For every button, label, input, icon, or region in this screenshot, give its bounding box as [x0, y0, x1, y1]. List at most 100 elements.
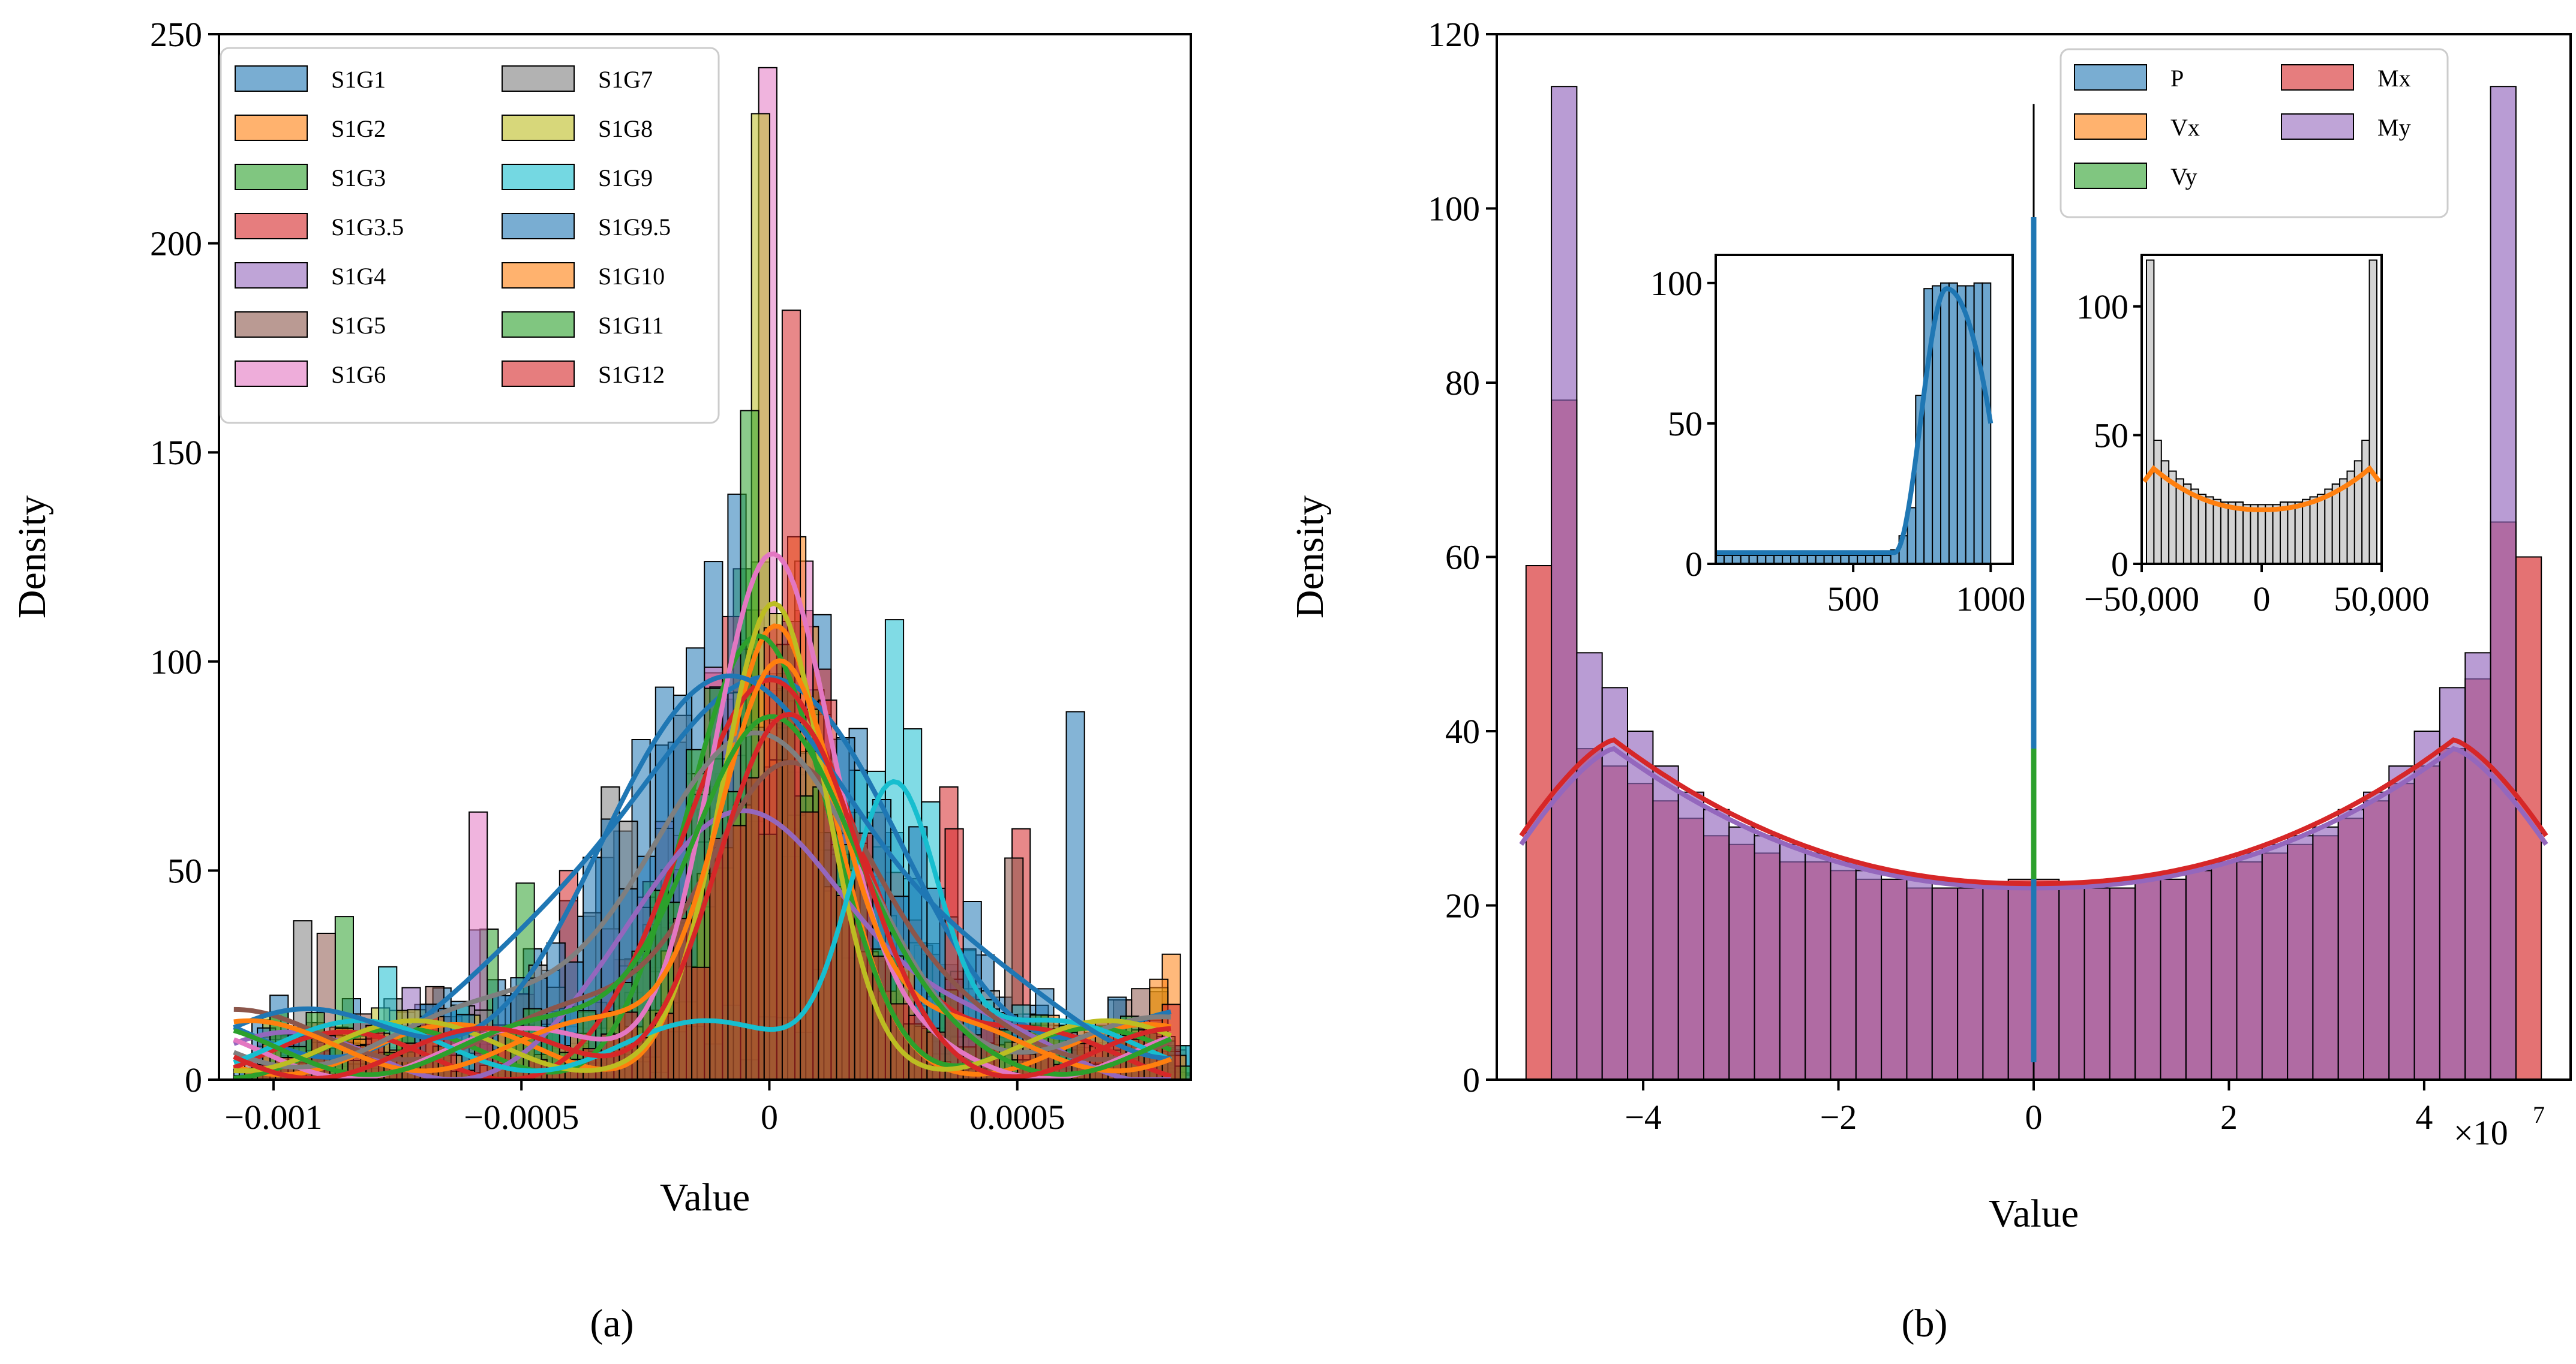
y-axis-label: Density	[1288, 495, 1332, 618]
legend-swatch-S1G7	[502, 65, 575, 92]
kde-line-S1G9	[233, 779, 1172, 1074]
histogram-bar	[2058, 887, 2085, 1080]
histogram-bar	[2464, 652, 2491, 1080]
histogram-bar	[1830, 861, 1857, 1080]
x-tick-label: −0.0005	[464, 1098, 579, 1137]
histogram-bar	[1754, 835, 1781, 1080]
legend-label-S1G6: S1G6	[331, 361, 386, 388]
y-tick-label: 60	[1445, 538, 1480, 577]
histogram-bar	[1973, 282, 1983, 564]
legend-label-S1G2: S1G2	[331, 115, 386, 142]
histogram-bar	[2205, 496, 2214, 565]
histogram-bar	[2033, 887, 2060, 1080]
histogram-bar	[2083, 887, 2110, 1080]
x-tick-label: 0	[761, 1098, 778, 1137]
histogram-bar	[2235, 501, 2244, 564]
legend-swatch-S1G10	[502, 262, 575, 289]
histogram-bar	[2236, 852, 2263, 1080]
x-tick-label: −2	[1820, 1098, 1857, 1137]
histogram-bar	[2257, 504, 2266, 564]
histogram-bar	[745, 777, 765, 1080]
inset-y-tick-label: 100	[2076, 287, 2128, 326]
legend-swatch-S1G9.5	[502, 213, 575, 239]
histogram-bar	[1757, 555, 1767, 564]
inset-y-tick-label: 50	[1668, 404, 1703, 443]
histogram-bar	[2302, 498, 2311, 565]
legend-label-S1G8: S1G8	[598, 115, 653, 142]
histogram-bar	[2134, 878, 2161, 1080]
histogram-bar	[1940, 282, 1950, 564]
histogram-bar	[1823, 555, 1833, 564]
legend-swatch-S1G1	[235, 65, 308, 92]
legend-swatch-S1G11	[502, 311, 575, 338]
x-axis-label: Value	[1989, 1192, 2079, 1236]
histogram-bar	[2287, 835, 2314, 1080]
histogram-bar	[727, 825, 747, 1080]
x-tick-label: 0	[2025, 1098, 2043, 1137]
histogram-bar	[1815, 555, 1825, 564]
legend-swatch-S1G8	[502, 115, 575, 141]
kde-line-S1G11	[233, 714, 1172, 1077]
y-axis-label: Density	[10, 495, 54, 618]
histogram-bar	[2312, 826, 2339, 1080]
legend-swatch-S1G6	[235, 360, 308, 387]
histogram-bar	[2007, 887, 2034, 1080]
legend-label-S1G4: S1G4	[331, 263, 386, 290]
histogram-bar	[2272, 504, 2281, 564]
legend-label-S1G9.5: S1G9.5	[598, 214, 671, 241]
y-tick-label: 250	[150, 15, 202, 54]
histogram-bar	[2242, 504, 2251, 564]
histogram-bar	[1855, 870, 1883, 1080]
inset-x-tick-label: 50,000	[2334, 579, 2430, 618]
legend-swatch-Mx	[2281, 64, 2354, 91]
legend-label-S1G9: S1G9	[598, 164, 653, 191]
inset-kde-line	[2142, 465, 2382, 512]
histogram-bar	[1782, 555, 1792, 564]
legend-label-P: P	[2170, 65, 2184, 92]
histogram-bar	[1948, 282, 1958, 564]
histogram-bar	[1957, 887, 1984, 1080]
histogram-bar	[1748, 555, 1758, 564]
kde-line-S1G7	[233, 730, 1172, 1069]
panel-label-b: (b)	[1902, 1302, 1948, 1345]
legend-label-S1G3: S1G3	[331, 164, 386, 191]
histogram-bar	[1740, 555, 1750, 564]
histogram-bar	[2153, 440, 2162, 564]
histogram-bar	[2212, 498, 2221, 565]
histogram-bar	[1832, 555, 1842, 564]
kde-line-S1G9.5	[233, 673, 1172, 1061]
legend-swatch-S1G3	[235, 164, 308, 190]
histogram-bar	[1765, 555, 1775, 564]
inset-kde-line	[1716, 286, 1993, 555]
legend-swatch-My	[2281, 113, 2354, 140]
legend-label-S1G5: S1G5	[331, 312, 386, 339]
histogram-bar	[2287, 501, 2296, 564]
histogram-bar	[1906, 878, 1933, 1080]
histogram-bar	[1731, 555, 1742, 564]
y-tick-label: 120	[1428, 15, 1480, 54]
panel-label-a: (a)	[590, 1302, 634, 1345]
legend-box	[2059, 48, 2449, 218]
panel-a-chart: 0 50 100 150 200 250 −0.001 −0.0005 0 0.0005 Value…	[10, 15, 1192, 1219]
histogram-bar	[2324, 488, 2333, 564]
histogram-bar	[2413, 731, 2440, 1080]
histogram-bar	[1865, 555, 1875, 564]
histogram-bar	[1798, 555, 1808, 564]
x-tick-label: −4	[1625, 1098, 1662, 1137]
histogram-bar	[1677, 791, 1704, 1080]
histogram-bar	[2146, 259, 2155, 564]
histogram-bar	[1857, 555, 1867, 564]
legend-swatch-Vy	[2074, 163, 2147, 189]
histogram-bar	[2280, 501, 2289, 564]
histogram-bar	[1982, 887, 2009, 1080]
histogram-bar	[2265, 504, 2274, 564]
y-tick-label: 0	[185, 1060, 202, 1099]
panel-b-legend: P Vx Vy Mx My	[2059, 48, 2449, 218]
histogram-bar	[2227, 501, 2236, 564]
inset-x-tick-label: 500	[1827, 579, 1880, 618]
histogram-bar	[1931, 887, 1959, 1080]
histogram-bar	[1805, 852, 1832, 1080]
histogram-bar	[2490, 86, 2517, 1080]
kde-line-S1G12	[233, 711, 1172, 1080]
